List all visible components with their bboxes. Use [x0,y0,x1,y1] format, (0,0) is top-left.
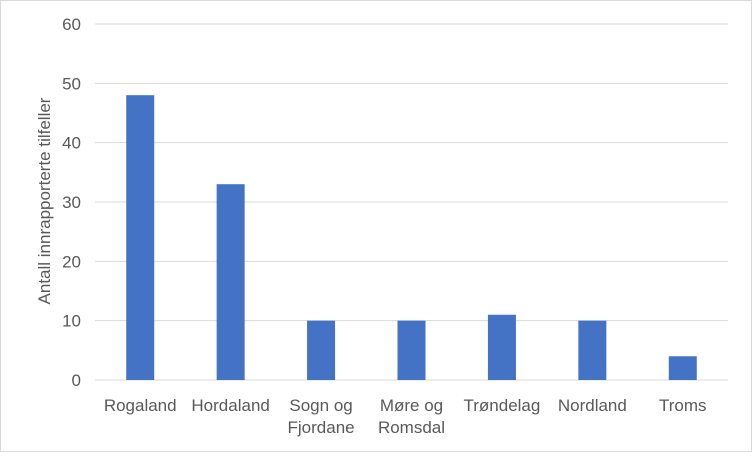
x-tick-label-line: Møre og [380,396,443,415]
bar [126,95,155,380]
x-tick-label-line: Sogn og [289,396,352,415]
x-tick-label-line: Romsdal [378,418,445,437]
y-tick-label: 50 [62,74,81,93]
y-tick-label: 10 [62,312,81,331]
x-tick-label-line: Trøndelag [463,396,540,415]
x-tick-label: Troms [659,396,707,415]
x-tick-label: Sogn og Fjordane [288,396,355,437]
y-axis-label: Antall innrapporterte tilfeller [35,97,54,304]
bar [668,356,697,380]
bar [487,314,516,380]
y-tick-labels: 0 10 20 30 40 50 60 [62,15,81,390]
bar [578,320,607,380]
x-tick-label-line: Fjordane [288,418,355,437]
bar [397,320,426,380]
bars [126,95,697,380]
y-tick-label: 40 [62,134,81,153]
x-tick-label-line: Rogaland [104,396,177,415]
x-tick-label: Møre og Romsdal [378,396,445,437]
bar [216,184,245,380]
x-tick-label: Hordaland [191,396,269,415]
x-tick-label: Trøndelag [463,396,540,415]
x-tick-label-line: Troms [659,396,707,415]
bar [307,320,336,380]
x-tick-label-line: Nordland [558,396,627,415]
x-tick-label: Rogaland [104,396,177,415]
y-tick-label: 60 [62,15,81,34]
y-tick-label: 0 [72,371,81,390]
x-tick-label: Nordland [558,396,627,415]
gridlines [95,23,728,381]
y-tick-label: 20 [62,252,81,271]
x-tick-label-line: Hordaland [191,396,269,415]
y-tick-label: 30 [62,193,81,212]
x-tick-labels: Rogaland Hordaland Sogn og Fjordane Møre og R… [104,396,707,437]
